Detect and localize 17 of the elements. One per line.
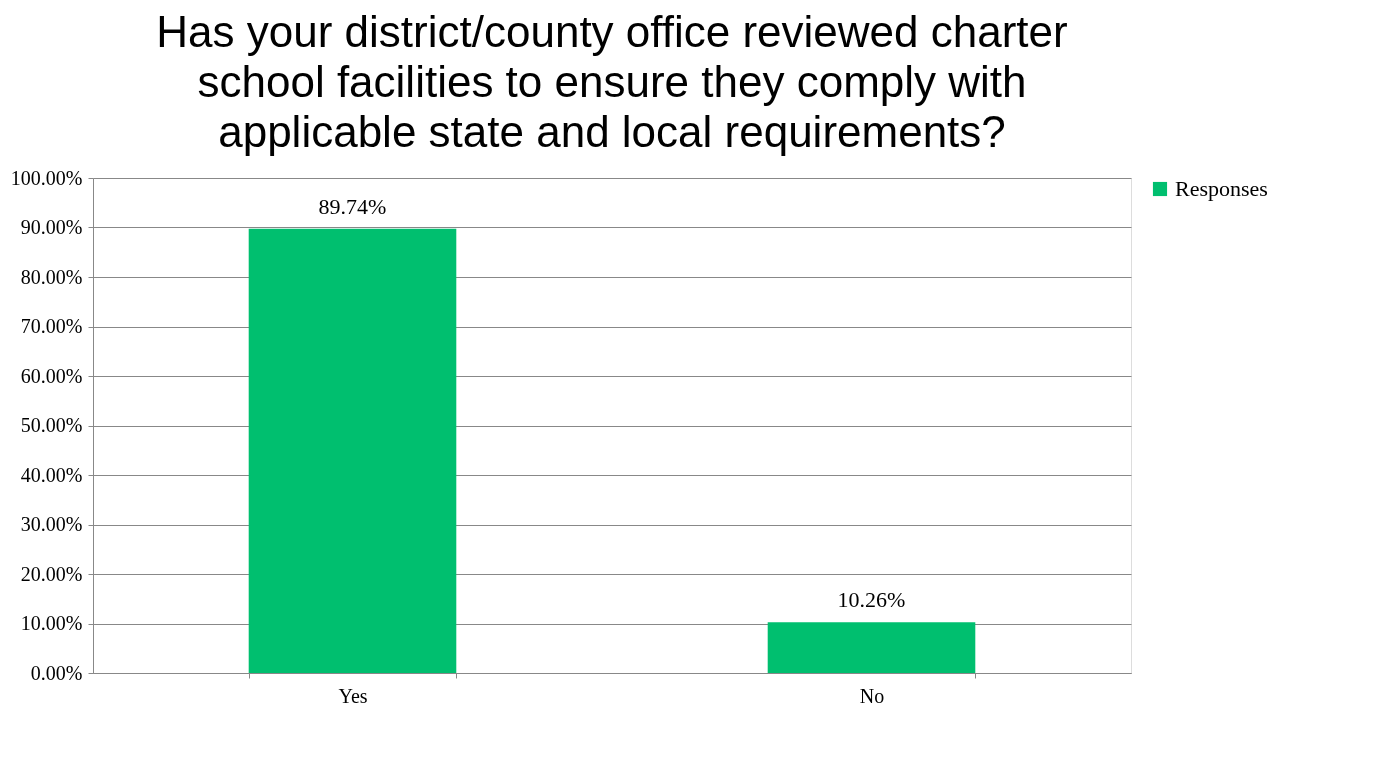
x-tick-label: No xyxy=(859,684,885,707)
chart-title: Has your district/county office reviewed charter school facilities to ensure they comply with applicable state and local requirements? xyxy=(156,7,1068,156)
y-tick-label: 80.00% xyxy=(20,265,83,288)
y-tick-label: 70.00% xyxy=(20,315,83,337)
y-tick-label: 60.00% xyxy=(20,364,83,387)
y-tick-label: 30.00% xyxy=(20,513,83,535)
y-tick-label: 40.00% xyxy=(20,463,83,486)
y-tick-label: 90.00% xyxy=(20,216,83,238)
y-tick-label: 100.00% xyxy=(10,166,83,189)
legend-label: Responses xyxy=(1175,176,1268,201)
y-tick-label: 0.00% xyxy=(30,661,83,684)
y-tick-label: 10.00% xyxy=(20,612,83,634)
x-tick-label: Yes xyxy=(338,684,368,707)
data-label: 89.74% xyxy=(318,193,387,219)
y-tick-label: 50.00% xyxy=(20,414,83,436)
data-label: 10.26% xyxy=(837,587,906,613)
y-tick-label: 20.00% xyxy=(20,562,83,585)
